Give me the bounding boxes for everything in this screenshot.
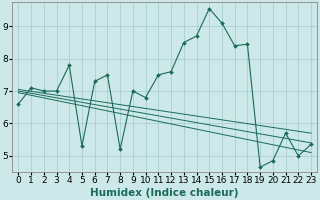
X-axis label: Humidex (Indice chaleur): Humidex (Indice chaleur) xyxy=(91,188,239,198)
